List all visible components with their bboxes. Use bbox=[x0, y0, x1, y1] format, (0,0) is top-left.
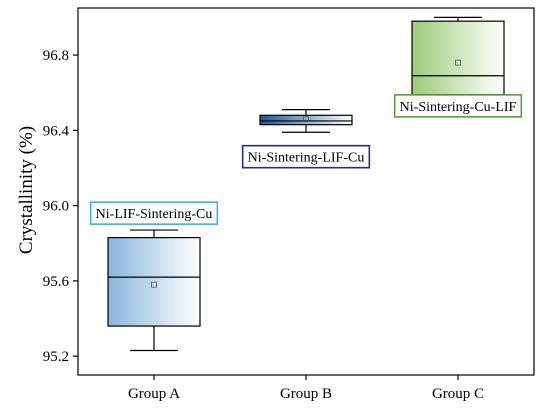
annotation-border bbox=[393, 94, 523, 118]
annotations: Ni-LIF-Sintering-Cu Ni-Sintering-LIF-Cu Ni… bbox=[89, 94, 523, 225]
annotation-border bbox=[89, 201, 219, 225]
annotation-text: Ni-Sintering-LIF-Cu bbox=[248, 151, 365, 166]
y-tick-label: 95.6 bbox=[43, 274, 70, 290]
box-group-c bbox=[411, 16, 505, 101]
mean-marker bbox=[455, 59, 461, 66]
annotation-text: Ni-LIF-Sintering-Cu bbox=[96, 207, 213, 222]
annotation-label: Ni-Sintering-Cu-LIF bbox=[393, 94, 523, 118]
y-tick-label: 96.0 bbox=[43, 199, 69, 215]
box-group-a bbox=[107, 229, 201, 352]
y-tick-label: 96.8 bbox=[43, 48, 69, 64]
y-tick-label: 95.2 bbox=[43, 349, 69, 365]
x-tick-label: Group C bbox=[432, 386, 484, 402]
annotation-text: Ni-Sintering-Cu-LIF bbox=[400, 100, 517, 115]
x-tick-label: Group A bbox=[128, 386, 180, 402]
box-group-b bbox=[259, 109, 353, 133]
annotation-label: Ni-Sintering-LIF-Cu bbox=[241, 144, 371, 169]
mean-marker bbox=[303, 116, 309, 122]
y-axis: 95.2 95.6 96.0 96.4 96.8 bbox=[43, 48, 78, 365]
box-iqr bbox=[259, 114, 353, 126]
annotation-label: Ni-LIF-Sintering-Cu bbox=[89, 201, 219, 225]
mean-marker bbox=[151, 281, 157, 288]
x-axis: Group A Group B Group C bbox=[128, 375, 484, 402]
x-tick-label: Group B bbox=[280, 386, 332, 402]
y-tick-label: 96.4 bbox=[43, 123, 70, 139]
box-series bbox=[107, 16, 505, 352]
y-axis-title: Crystallinity (%) bbox=[16, 126, 37, 254]
box-iqr bbox=[411, 20, 505, 96]
annotation-border bbox=[241, 144, 371, 169]
